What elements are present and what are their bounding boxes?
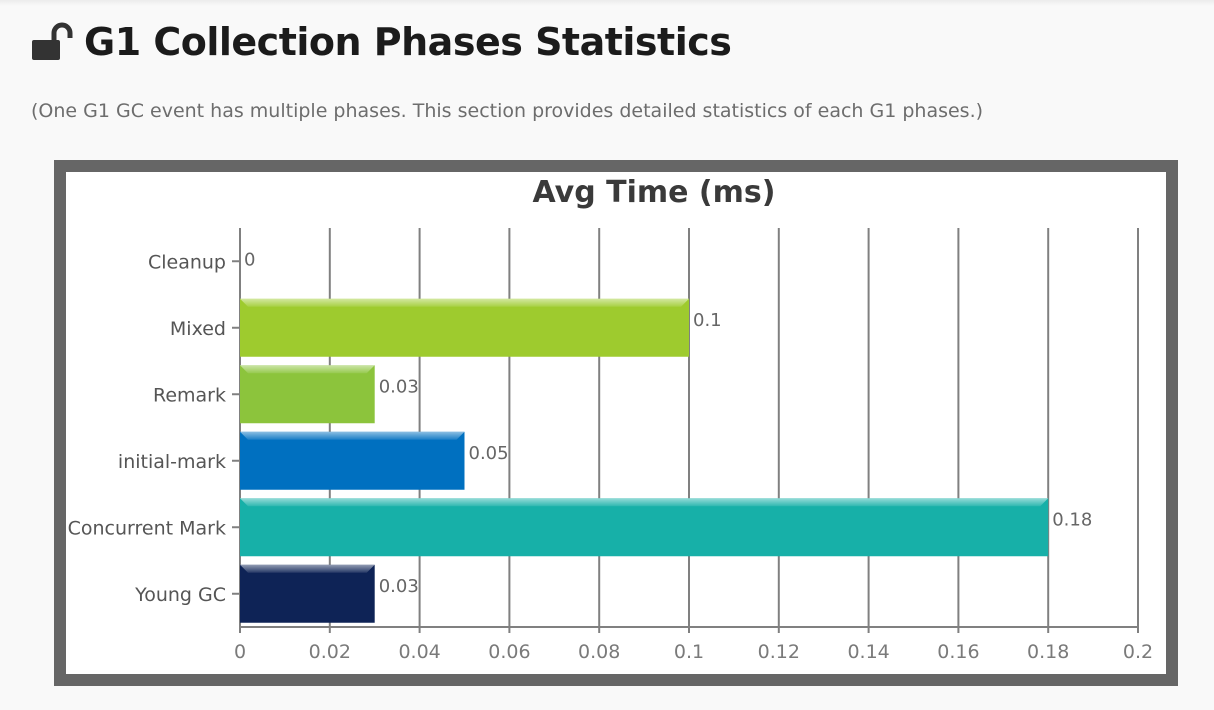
category-label: Concurrent Mark bbox=[68, 517, 226, 539]
x-tick-label: 0.08 bbox=[578, 641, 620, 663]
category-label: Mixed bbox=[170, 318, 226, 340]
x-tick-label: 0 bbox=[234, 641, 246, 663]
section-heading: G1 Collection Phases Statistics bbox=[30, 14, 732, 70]
x-tick-label: 0.12 bbox=[758, 641, 800, 663]
bar bbox=[240, 431, 465, 490]
category-label: Young GC bbox=[134, 584, 226, 606]
page-title: G1 Collection Phases Statistics bbox=[84, 20, 732, 64]
x-tick-label: 0.02 bbox=[309, 641, 351, 663]
avg-time-bar-chart: Avg Time (ms) 0 0.02 0.04 0.06 0.08 0.1 0.12 0.1… bbox=[68, 175, 1153, 663]
category-label: initial-mark bbox=[118, 451, 226, 473]
bar bbox=[240, 498, 1049, 557]
data-label: 0.1 bbox=[693, 310, 722, 331]
data-label: 0.03 bbox=[379, 576, 419, 597]
x-tick-label: 0.18 bbox=[1027, 641, 1069, 663]
x-tick-label: 0.14 bbox=[847, 641, 889, 663]
bar-bevel bbox=[240, 564, 375, 573]
category-label: Remark bbox=[153, 384, 226, 406]
top-shade bbox=[0, 0, 1214, 6]
chart-title: Avg Time (ms) bbox=[533, 175, 776, 210]
category-label: Cleanup bbox=[148, 251, 226, 273]
chart-frame: Avg Time (ms) 0 0.02 0.04 0.06 0.08 0.1 0.12 0.1… bbox=[54, 160, 1178, 686]
x-tick-label: 0.1 bbox=[674, 641, 704, 663]
bar-bevel bbox=[240, 298, 689, 307]
unlock-icon bbox=[30, 22, 76, 62]
bar-bevel bbox=[240, 365, 375, 374]
section-description: (One G1 GC event has multiple phases. Th… bbox=[31, 100, 984, 122]
chart-panel: Avg Time (ms) 0 0.02 0.04 0.06 0.08 0.1 0.12 0.1… bbox=[66, 172, 1166, 674]
bar bbox=[240, 298, 689, 357]
data-label: 0 bbox=[244, 249, 255, 270]
x-tick-label: 0.06 bbox=[488, 641, 530, 663]
x-tick-label: 0.04 bbox=[398, 641, 440, 663]
data-label: 0.18 bbox=[1052, 509, 1092, 530]
bar bbox=[240, 365, 375, 424]
bar-bevel bbox=[240, 498, 1049, 507]
x-tick-label: 0.2 bbox=[1123, 641, 1153, 663]
x-tick-label: 0.16 bbox=[937, 641, 979, 663]
data-label: 0.03 bbox=[379, 376, 419, 397]
bar bbox=[240, 564, 375, 623]
data-label: 0.05 bbox=[469, 443, 509, 464]
bar-bevel bbox=[240, 431, 465, 440]
